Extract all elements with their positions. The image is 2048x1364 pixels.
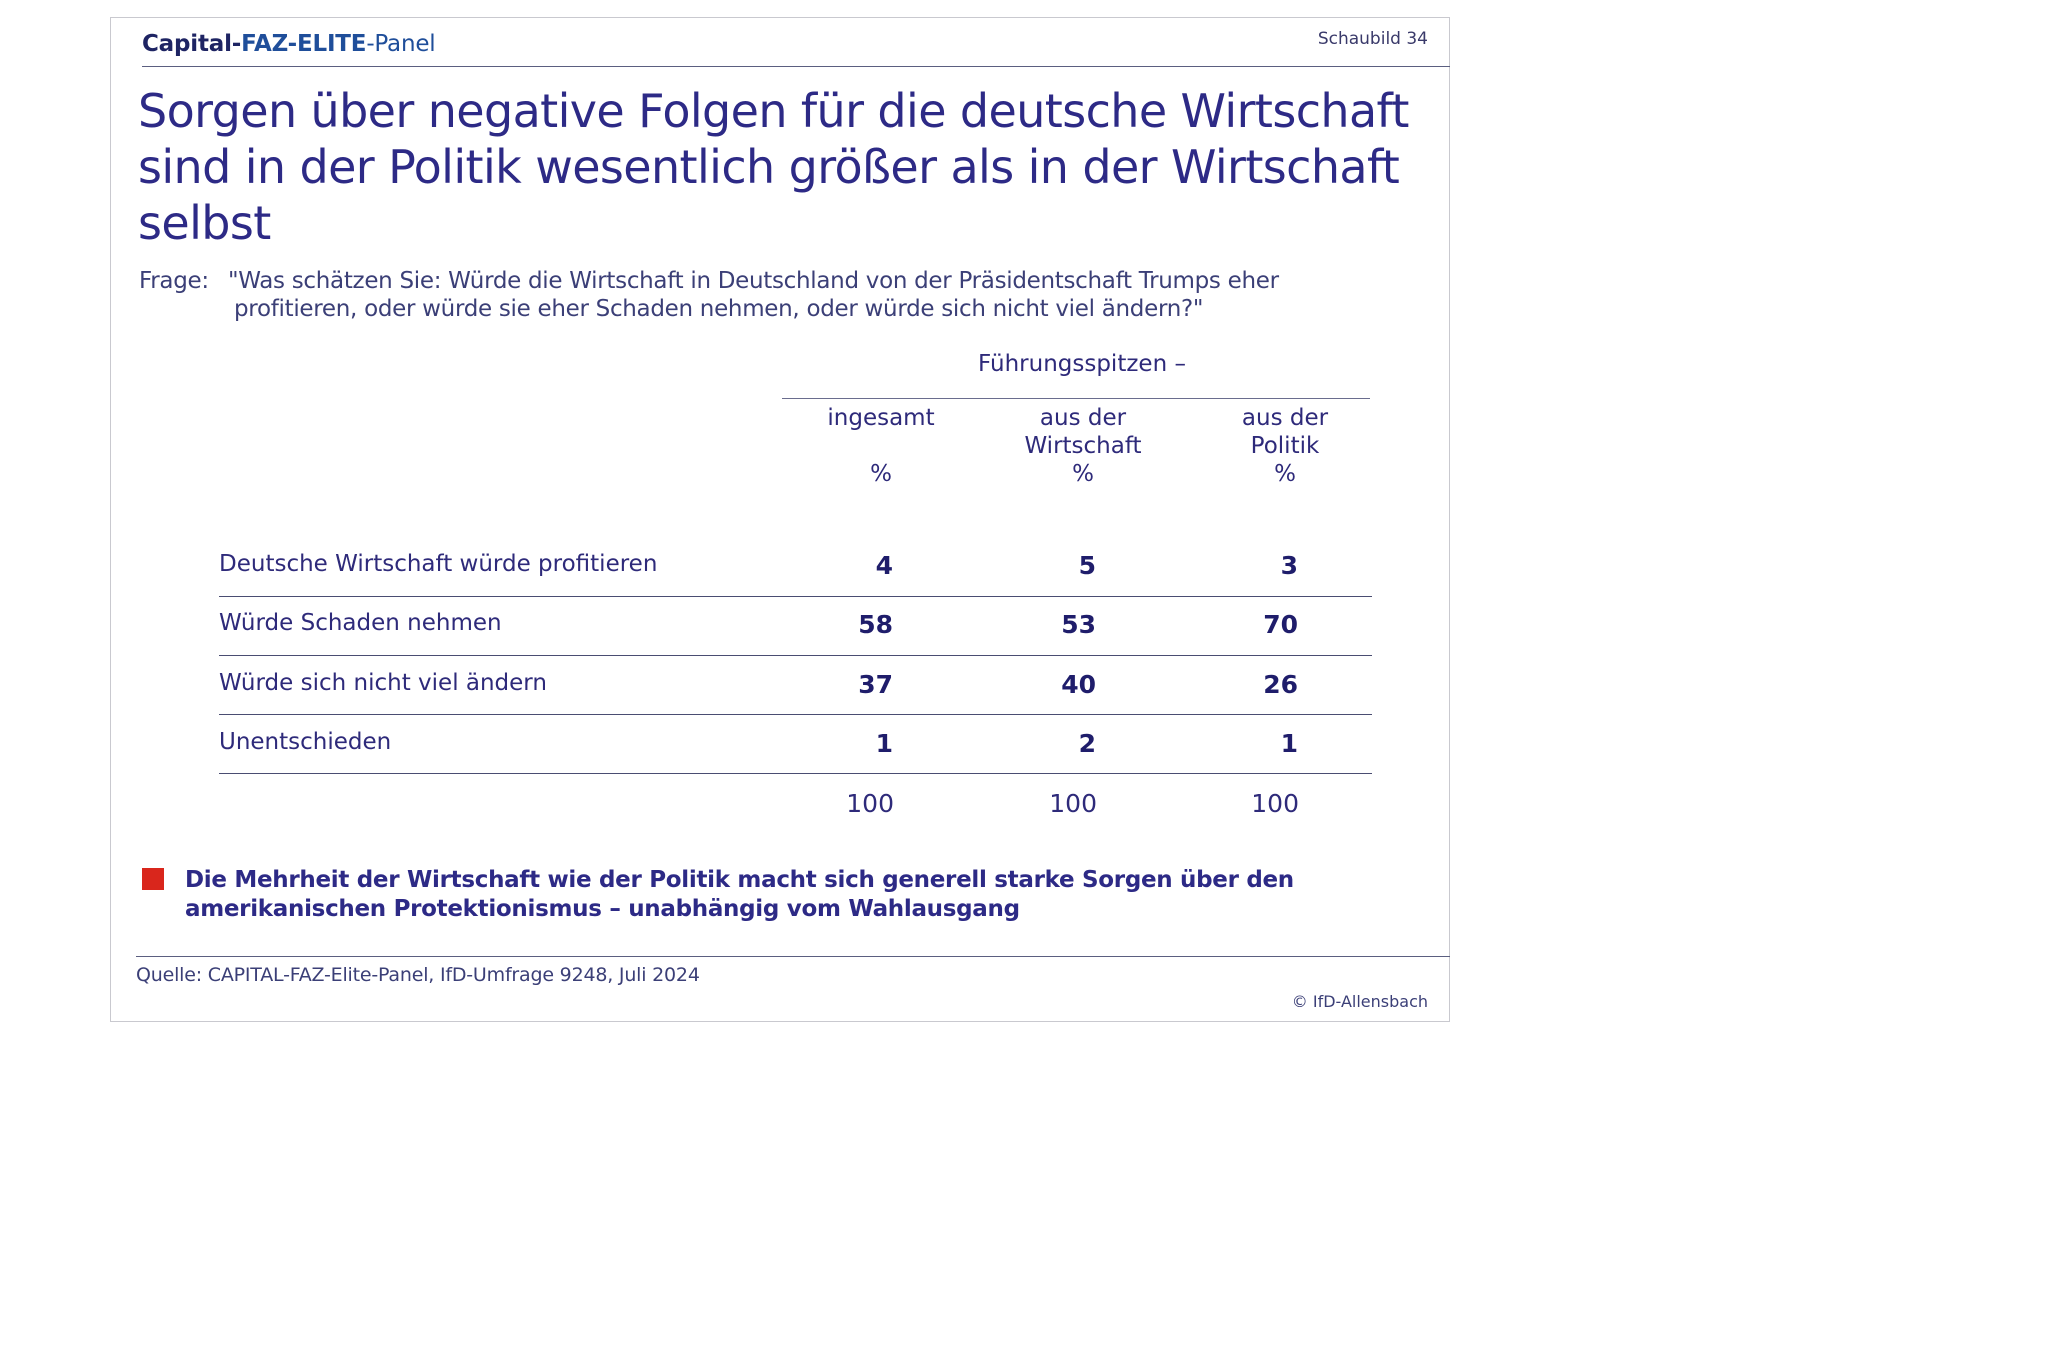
total-cell: 100 (1251, 789, 1299, 818)
row-divider (219, 596, 1372, 597)
group-header: Führungsspitzen – (978, 351, 1186, 377)
finding-line1: Die Mehrheit der Wirtschaft wie der Poli… (185, 867, 1294, 893)
column-header-line2: Politik (1250, 433, 1320, 459)
row-divider (219, 655, 1372, 656)
column-header-line1: ingesamt (827, 405, 935, 431)
finding-line2: amerikanischen Protektionismus – unabhän… (185, 896, 1020, 922)
column-header-politics: aus der Politik % (1190, 404, 1380, 488)
column-header-line1: aus der (1039, 405, 1127, 431)
table-cell: 26 (1263, 670, 1298, 699)
column-header-total: ingesamt % (786, 404, 976, 488)
question-text-line2: profitieren, oder würde sie eher Schaden… (234, 296, 1204, 322)
column-unit: % (1274, 461, 1296, 487)
row-divider (219, 773, 1372, 774)
table-cell: 70 (1263, 610, 1298, 639)
row-divider (219, 714, 1372, 715)
panel-brand: Capital-FAZ-ELITE-Panel (142, 31, 436, 57)
brand-capital: Capital- (142, 31, 242, 57)
column-header-business: aus der Wirtschaft % (988, 404, 1178, 488)
finding-marker (142, 868, 164, 890)
header-divider (142, 66, 1450, 67)
slide-frame (110, 17, 1450, 1022)
table-cell: 4 (875, 551, 893, 580)
page-title: Sorgen über negative Folgen für die deut… (138, 84, 1409, 250)
row-label-schaden: Würde Schaden nehmen (219, 610, 502, 636)
table-cell: 40 (1061, 670, 1096, 699)
brand-faz-elite: FAZ-ELITE (241, 31, 367, 57)
question-text-line1: "Was schätzen Sie: Würde die Wirtschaft … (228, 268, 1279, 294)
source-note: Quelle: CAPITAL-FAZ-Elite-Panel, IfD-Umf… (136, 964, 700, 986)
table-cell: 1 (875, 729, 893, 758)
figure-label: Schaubild 34 (1317, 29, 1428, 49)
footer-divider (136, 956, 1450, 957)
column-header-line1: aus der (1241, 405, 1329, 431)
question-label: Frage: (139, 268, 209, 294)
total-cell: 100 (1049, 789, 1097, 818)
table-cell: 5 (1078, 551, 1096, 580)
group-header-divider (782, 398, 1370, 399)
table-cell: 1 (1280, 729, 1298, 758)
column-unit: % (870, 461, 892, 487)
column-header-line2: Wirtschaft (1024, 433, 1142, 459)
column-unit: % (1072, 461, 1094, 487)
copyright-note: © IfD-Allensbach (1291, 992, 1428, 1011)
total-cell: 100 (846, 789, 894, 818)
row-label-nicht-viel-aendern: Würde sich nicht viel ändern (219, 670, 547, 696)
table-cell: 3 (1280, 551, 1298, 580)
column-header-line2 (786, 432, 976, 460)
row-label-unentschieden: Unentschieden (219, 729, 392, 755)
table-cell: 37 (858, 670, 893, 699)
table-cell: 2 (1078, 729, 1096, 758)
brand-panel: -Panel (366, 31, 436, 57)
table-cell: 53 (1061, 610, 1096, 639)
key-finding: Die Mehrheit der Wirtschaft wie der Poli… (185, 866, 1335, 924)
row-label-profitieren: Deutsche Wirtschaft würde profitieren (219, 551, 658, 577)
table-cell: 58 (858, 610, 893, 639)
